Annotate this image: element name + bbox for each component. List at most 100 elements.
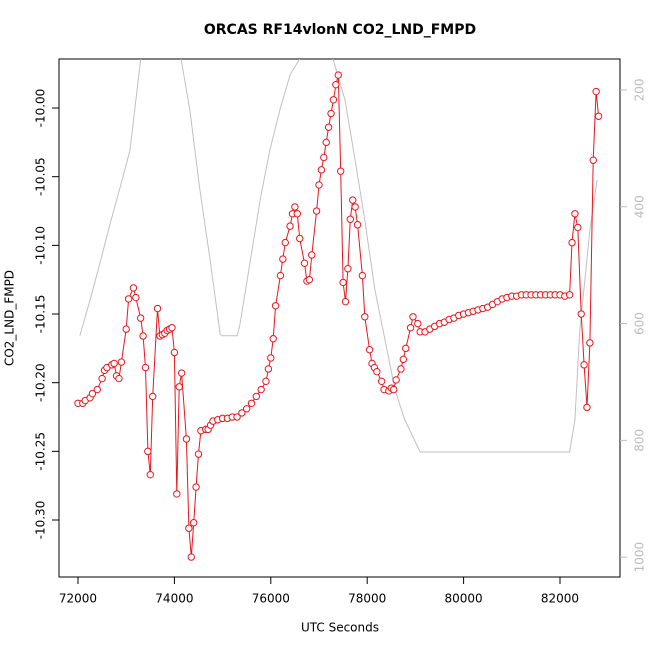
data-point (580, 361, 588, 369)
data-point (409, 313, 417, 321)
data-point (141, 363, 150, 372)
x-tick-label: 78000 (348, 592, 386, 606)
data-point (269, 335, 277, 343)
data-point (262, 377, 270, 386)
data-point (594, 112, 603, 120)
data-point (341, 297, 350, 306)
data-point (565, 291, 574, 299)
data-point (377, 377, 386, 386)
data-point (344, 264, 352, 273)
data-point (146, 470, 154, 479)
series-line (79, 59, 598, 453)
data-point (117, 358, 126, 366)
data-point (586, 339, 594, 347)
data-point (281, 238, 289, 247)
data-point (132, 293, 140, 302)
data-point (349, 196, 357, 204)
plot-area (74, 59, 603, 561)
data-point (88, 389, 97, 398)
y-tick-label: -10.20 (34, 363, 48, 402)
y-tick-label: -10.15 (34, 295, 48, 334)
data-point (361, 313, 369, 321)
data-point (182, 435, 191, 443)
data-point (583, 403, 591, 412)
data-point (177, 369, 186, 377)
data-point (577, 310, 585, 318)
y2-tick-label: 800 (633, 429, 647, 452)
data-point (192, 483, 200, 491)
y2-tick-label: 200 (633, 78, 647, 101)
data-point (308, 251, 316, 259)
x-tick-label: 74000 (155, 592, 193, 606)
data-point (571, 210, 579, 218)
data-point (110, 359, 118, 368)
data-point (332, 80, 340, 89)
y-tick-label: -10.00 (34, 89, 48, 128)
data-point (305, 275, 314, 284)
data-point (194, 450, 203, 458)
data-point (93, 385, 101, 394)
data-point (279, 255, 287, 263)
data-point (365, 346, 374, 354)
data-point (390, 385, 398, 394)
data-point (144, 447, 152, 456)
data-point (286, 222, 294, 230)
data-point (98, 374, 106, 383)
data-point (175, 383, 183, 391)
data-point (327, 109, 335, 118)
series-line (78, 74, 600, 558)
data-point (153, 304, 162, 313)
data-point (346, 215, 355, 223)
data-point (264, 365, 273, 373)
x-tick-label: 72000 (59, 592, 97, 606)
y-tick-label: -10.30 (34, 501, 48, 540)
data-point (373, 367, 381, 376)
data-point (336, 167, 345, 175)
plot-frame (58, 58, 621, 578)
data-point (592, 87, 600, 96)
data-point (392, 376, 400, 384)
data-point (293, 210, 302, 218)
data-point (185, 524, 193, 532)
data-point (233, 413, 241, 421)
x-tick-label: 82000 (541, 592, 579, 606)
data-point (291, 203, 299, 211)
data-point (320, 153, 328, 162)
data-point (399, 355, 408, 364)
chart-title: ORCAS RF14vlonN CO2_LND_FMPD (204, 22, 476, 38)
data-point (149, 392, 157, 401)
data-point (402, 344, 410, 353)
data-point (267, 354, 275, 362)
y2-tick-label: 400 (633, 195, 647, 218)
data-point (322, 138, 330, 147)
data-point (568, 238, 576, 247)
data-point (257, 385, 265, 394)
data-point (276, 271, 285, 280)
data-point (315, 181, 323, 189)
x-axis-title: UTC Seconds (301, 621, 379, 635)
data-point (173, 490, 181, 498)
data-point (189, 519, 198, 527)
data-point (124, 295, 133, 303)
data-point (122, 325, 130, 333)
data-point (296, 234, 304, 243)
data-point (574, 223, 582, 232)
data-point (324, 123, 333, 131)
data-point (358, 271, 367, 280)
data-point (168, 324, 176, 332)
data-point (414, 319, 422, 328)
data-point (242, 405, 251, 413)
x-tick-label: 80000 (444, 592, 482, 606)
data-point (238, 409, 246, 417)
y2-tick-label: 1000 (633, 542, 647, 573)
data-point (170, 348, 179, 357)
data-point (136, 314, 145, 322)
data-point (271, 302, 280, 310)
data-point (252, 392, 261, 401)
data-point (329, 96, 338, 104)
data-point (589, 156, 597, 164)
data-point (351, 203, 359, 211)
data-point (300, 259, 309, 267)
data-point (139, 332, 147, 340)
